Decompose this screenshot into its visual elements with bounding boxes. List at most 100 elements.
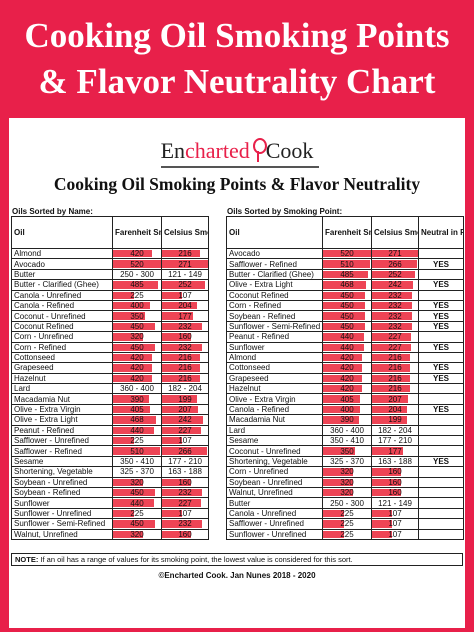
smoking-point-value: 350 [340,446,354,456]
smoking-point-value: 232 [178,488,192,498]
fahrenheit-cell: 468 [322,279,372,291]
table-row: Macadamia Nut 390 199 [11,393,209,405]
smoking-point-bar [323,520,344,528]
smoking-point-value: 420 [340,384,354,394]
oil-name-cell: Safflower - Refined [226,258,323,270]
smoking-point-value: 350 - 410 [330,436,364,446]
smoking-point-bar [372,478,401,486]
smoking-point-value: 204 [388,405,402,415]
oil-name-cell: Avocado [226,247,323,260]
smoking-point-bar [323,291,365,299]
copyright-footer: ©Encharted Cook. Jan Nunes 2018 - 2020 [158,571,316,580]
oil-name-cell: Hazelnut [226,383,323,395]
neutral-flavor-cell [418,435,464,447]
smoking-point-value: 420 [340,373,354,383]
celsius-cell: 227 [161,497,209,509]
smoking-point-bar [323,488,353,497]
neutral-flavor-cell [418,507,464,520]
oil-name-cell: Sunflower - Semi-Refined [11,518,113,530]
fahrenheit-cell: 350 [322,445,372,457]
smoking-point-bar [372,416,407,424]
smoking-point-bar [372,291,413,299]
smoking-point-value: 420 [130,363,144,373]
smoking-point-value: 450 [340,301,354,311]
smoking-point-value: 450 [130,342,144,352]
smoking-point-value: 252 [388,269,402,279]
oil-name-cell: Cottonseed [226,362,323,374]
smoking-point-bar [113,437,134,445]
neutral-flavor-cell: YES [418,299,464,312]
celsius-cell: 121 - 149 [161,268,209,281]
oil-name-cell: Safflower - Unrefined [226,518,323,530]
table-row: Grapeseed 420 216 YES [226,372,464,385]
smoking-point-value: 390 [130,394,144,404]
smoking-point-value: 160 [178,477,192,487]
celsius-cell: 121 - 149 [371,497,419,509]
fahrenheit-cell: 320 [322,466,372,478]
smoking-point-bar [323,478,353,486]
smoking-point-bar [113,301,150,310]
smoking-point-value: 252 [178,280,192,290]
smoking-point-bar [323,405,360,414]
logo-text-3: Cook [265,138,314,163]
oil-name-cell: Soybean - Unrefined [11,476,113,489]
table-row: Canola - Unrefined 225 107 [226,507,464,520]
oil-name-cell: Coconut Refined [11,320,113,333]
table-row: Soybean - Refined 450 232 YES [226,310,464,322]
title-banner: Cooking Oil Smoking Points & Flavor Neut… [0,0,474,108]
smoking-point-bar [113,322,155,331]
smoking-point-value: 510 [340,259,354,269]
smoking-point-bar [323,447,356,455]
table-row: Avocado 520 271 [11,258,209,270]
table-row: Sunflower 440 227 YES [226,341,464,353]
fahrenheit-cell: 450 [112,486,162,499]
fahrenheit-cell: 450 [112,341,162,353]
smoking-point-bar [162,250,200,258]
neutral-flavor-cell [418,497,464,509]
oil-name-cell: Grapeseed [226,372,323,385]
smoking-point-bar [323,385,363,393]
smoking-point-value: 225 [340,508,354,518]
oil-name-cell: Grapeseed [11,362,113,374]
smoking-point-value: 390 [340,415,354,425]
table-row: Sunflower 440 227 [11,497,209,509]
smoking-point-value: 107 [178,290,192,300]
celsius-cell: 266 [371,258,419,270]
fahrenheit-cell: 320 [112,528,162,540]
oil-name-cell: Butter - Clarified (Ghee) [226,268,323,281]
smoking-point-value: 440 [130,498,144,508]
celsius-cell: 232 [371,289,419,301]
smoking-point-bar [113,291,134,299]
smoking-point-value: 232 [178,321,192,331]
spoon-icon [251,138,267,162]
table-row: Olive - Extra Virgin 405 207 [11,403,209,416]
chart-subtitle: Cooking Oil Smoking Points & Flavor Neut… [53,174,421,194]
celsius-cell: 227 [161,424,209,437]
smoking-point-bar [162,260,208,268]
table-row: Peanut - Refined 440 227 [226,331,464,343]
celsius-cell: 216 [371,362,419,374]
smoking-point-bar [323,312,365,320]
oil-name-cell: Corn - Refined [226,299,323,312]
oil-name-cell: Sunflower [11,497,113,509]
neutral-flavor-cell [418,528,464,540]
smoking-point-value: 350 - 410 [120,457,154,466]
smoking-point-value: 216 [388,363,402,373]
smoking-point-value: 121 - 149 [378,498,412,508]
smoking-point-bar [372,333,412,341]
table-row: Olive - Extra Light 468 242 YES [226,279,464,291]
oil-name-cell: Sunflower - Unrefined [11,507,113,520]
smoking-point-bar [372,260,418,268]
fahrenheit-cell: 485 [322,268,372,281]
table-row: Sunflower - Unrefined 225 107 [11,507,209,520]
left-table-caption: Oils Sorted by Name: [12,207,93,216]
smoking-point-value: 271 [178,259,192,269]
smoking-point-bar [372,468,401,476]
neutral-flavor-cell [418,445,464,457]
table-row: Cottonseed 420 216 YES [226,362,464,374]
table-row: Soybean - Refined 450 232 [11,486,209,499]
smoking-point-value: 320 [130,477,144,487]
celsius-cell: 107 [161,435,209,447]
logo-text-2: charted [185,138,250,163]
smoking-point-value: 232 [388,311,402,321]
